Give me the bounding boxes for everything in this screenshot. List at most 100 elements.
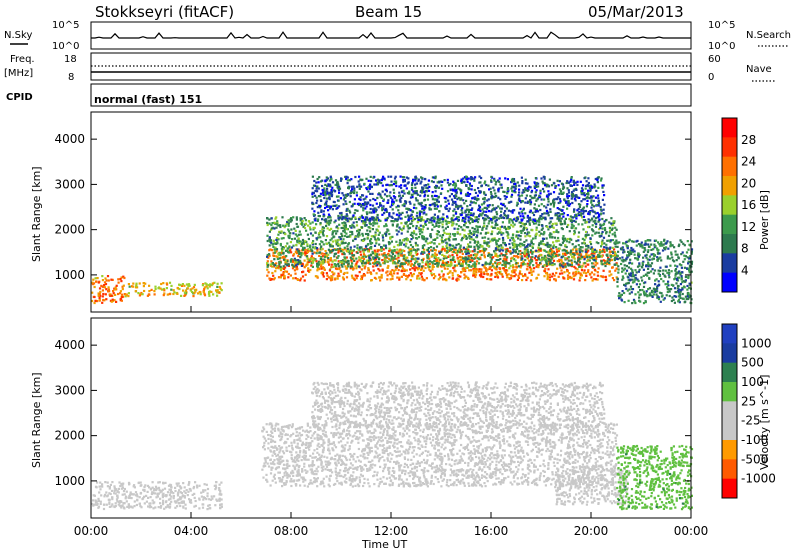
heatmap-cell: [395, 266, 399, 269]
heatmap-cell: [518, 250, 521, 253]
heatmap-cell: [584, 250, 587, 253]
heatmap-cell: [316, 267, 319, 270]
heatmap-cell: [428, 268, 431, 271]
heatmap-cell: [105, 279, 108, 282]
heatmap-cell: [342, 194, 345, 197]
heatmap-cell: [472, 263, 475, 266]
heatmap-cell: [546, 277, 549, 281]
heatmap-cell: [271, 262, 274, 265]
heatmap-cell: [272, 251, 275, 254]
heatmap-cell: [528, 223, 531, 226]
heatmap-cell: [386, 201, 389, 204]
heatmap-cell: [385, 190, 388, 193]
heatmap-cell: [546, 260, 549, 263]
heatmap-cell: [481, 236, 484, 239]
heatmap-cell: [287, 264, 290, 267]
heatmap-cell: [569, 253, 573, 256]
heatmap-cell: [587, 218, 590, 221]
heatmap-cell: [297, 261, 301, 264]
heatmap-cell: [287, 272, 290, 276]
heatmap-cell: [639, 289, 642, 292]
heatmap-cell: [364, 265, 367, 268]
heatmap-cell: [395, 229, 398, 232]
heatmap-cell: [465, 275, 468, 278]
heatmap-cell: [101, 275, 104, 278]
heatmap-cell: [566, 214, 569, 217]
heatmap-cell: [445, 246, 449, 250]
heatmap-cell: [101, 279, 104, 282]
heatmap-cell: [567, 251, 570, 254]
heatmap-cell: [493, 217, 496, 220]
heatmap-cell: [473, 177, 476, 180]
heatmap-cell: [504, 270, 507, 273]
heatmap-cell: [324, 183, 327, 186]
heatmap-cell: [537, 204, 541, 207]
heatmap-cell: [650, 262, 654, 265]
heatmap-cell: [539, 249, 542, 252]
heatmap-cell: [421, 244, 424, 248]
heatmap-cell: [399, 251, 402, 254]
heatmap-cell: [422, 265, 425, 268]
heatmap-cell: [502, 260, 505, 263]
heatmap-cell: [580, 257, 583, 260]
heatmap-cell: [463, 224, 466, 227]
heatmap-cell: [578, 210, 581, 214]
heatmap-cell: [337, 255, 340, 258]
heatmap-cell: [94, 299, 97, 302]
heatmap-cell: [583, 255, 586, 258]
heatmap-cell: [514, 249, 517, 252]
heatmap-cell: [528, 216, 531, 219]
heatmap-cell: [379, 264, 382, 267]
heatmap-cell: [445, 279, 448, 282]
heatmap-cell: [405, 269, 408, 272]
heatmap-cell: [371, 228, 374, 231]
heatmap-cell: [549, 232, 552, 235]
heatmap-cell: [351, 223, 354, 226]
heatmap-cell: [414, 191, 417, 194]
heatmap-cell: [319, 206, 322, 209]
heatmap-cell: [456, 252, 459, 255]
heatmap-cell: [364, 221, 367, 224]
heatmap-cell: [472, 272, 475, 275]
heatmap-cell: [524, 263, 527, 266]
heatmap-cell: [570, 261, 573, 264]
heatmap-cell: [456, 231, 459, 234]
heatmap-cell: [397, 269, 400, 272]
heatmap-cell: [323, 196, 326, 200]
heatmap-cell: [531, 255, 534, 258]
heatmap-cell: [492, 196, 496, 199]
heatmap-cell: [489, 256, 492, 259]
heatmap-cell: [338, 212, 342, 215]
heatmap-cell: [381, 234, 384, 237]
heatmap-cell: [612, 220, 615, 223]
heatmap-cell: [435, 222, 438, 225]
heatmap-cell: [357, 180, 360, 183]
heatmap-cell: [319, 236, 322, 239]
heatmap-cell: [583, 210, 586, 213]
heatmap-cell: [443, 196, 446, 199]
heatmap-cell: [373, 276, 376, 279]
heatmap-cell: [331, 249, 334, 253]
heatmap-cell: [577, 207, 580, 211]
heatmap-cell: [491, 208, 494, 211]
heatmap-cell: [461, 252, 464, 255]
heatmap-cell: [399, 213, 403, 216]
heatmap-cell: [457, 260, 460, 263]
heatmap-cell: [374, 256, 377, 259]
heatmap-cell: [339, 217, 343, 220]
heatmap-cell: [366, 243, 369, 246]
heatmap-cell: [403, 269, 406, 272]
heatmap-cell: [95, 280, 98, 283]
heatmap-cell: [460, 262, 463, 265]
heatmap-cell: [427, 255, 430, 258]
heatmap-cell: [319, 231, 322, 234]
heatmap-cell: [465, 253, 468, 256]
heatmap-cell: [115, 300, 118, 303]
heatmap-cell: [607, 239, 611, 242]
heatmap-cell: [392, 212, 395, 215]
heatmap-cell: [356, 244, 359, 247]
heatmap-cell: [529, 186, 532, 189]
heatmap-cell: [598, 255, 601, 258]
heatmap-cell: [582, 215, 586, 218]
heatmap-cell: [382, 175, 385, 178]
